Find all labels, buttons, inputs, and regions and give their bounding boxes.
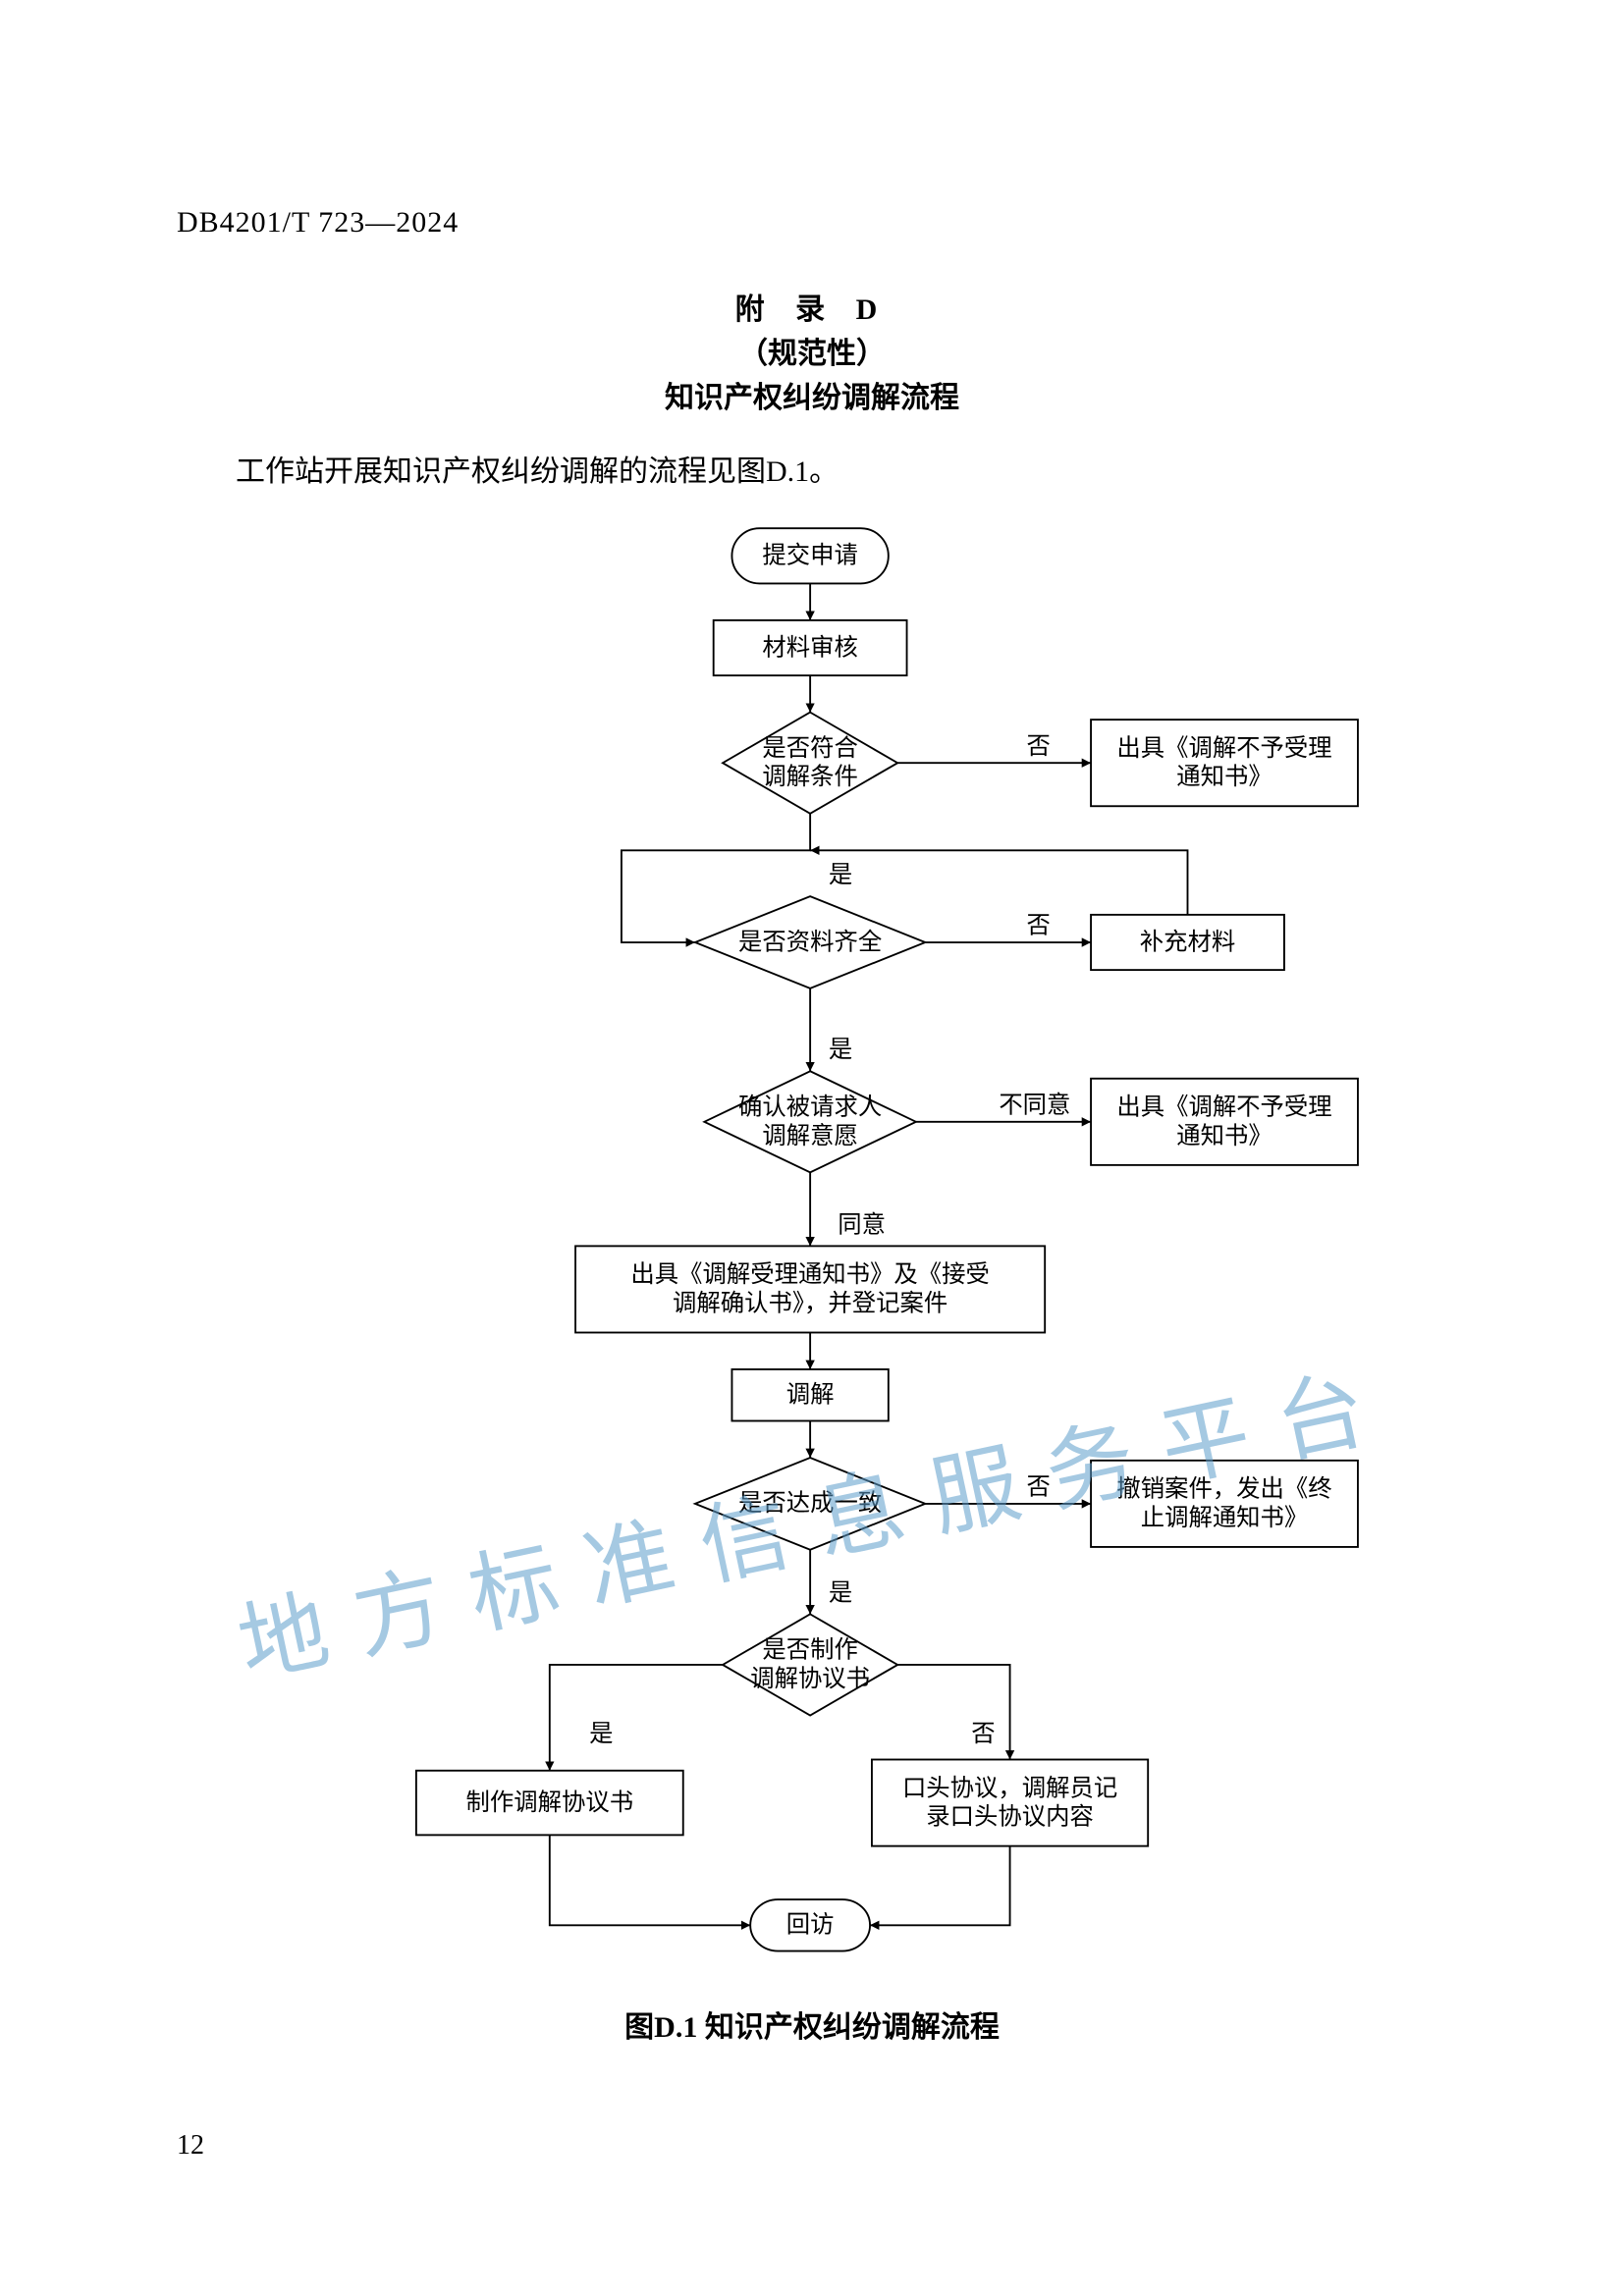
node-label: 确认被请求人 [738,1095,882,1121]
node-shape [723,1614,897,1715]
edge-label: 是 [829,862,852,888]
node-label: 是否资料齐全 [738,929,882,955]
node-label: 调解确认书》，并登记案件 [673,1290,947,1316]
node-label: 提交申请 [762,543,857,569]
figure-caption: 图D.1 知识产权纠纷调解流程 [0,2002,1624,2046]
flow-edge [550,1835,750,1925]
node-label: 调解意愿 [762,1123,857,1149]
flowchart: 否是否是不同意同意否是是否 提交申请材料审核是否符合调解条件出具《调解不予受理通… [0,501,1624,1973]
page-number: 12 [177,2130,204,2162]
flow-edge [810,850,1187,915]
node-label: 止调解通知书》 [1141,1505,1309,1531]
node-label: 口头协议，调解员记 [902,1775,1117,1801]
node-label: 是否达成一致 [738,1490,882,1517]
node-label: 调解协议书 [750,1666,870,1692]
node-label: 制作调解协议书 [466,1789,634,1816]
node-label: 补充材料 [1140,929,1235,955]
flow-nodes: 提交申请材料审核是否符合调解条件出具《调解不予受理通知书》是否资料齐全补充材料确… [416,528,1358,1950]
flow-node-n10: 调解 [731,1369,888,1421]
flow-node-n15: 口头协议，调解员记录口头协议内容 [872,1760,1148,1846]
flow-node-n6: 补充材料 [1091,915,1284,970]
flow-node-n11: 是否达成一致 [695,1458,925,1550]
node-shape [704,1071,916,1172]
edge-label: 否 [1026,913,1050,939]
appendix-label: 附 录 D [0,285,1624,328]
node-label: 是否制作 [762,1637,857,1664]
node-shape [723,713,897,814]
edge-label: 不同意 [999,1092,1070,1118]
flow-node-n7: 确认被请求人调解意愿 [704,1071,916,1172]
node-label: 材料审核 [762,634,857,661]
node-label: 调解条件 [762,764,857,790]
flow-edge [870,1846,1010,1926]
appendix-title: 知识产权纠纷调解流程 [0,373,1624,416]
node-shape [1091,1461,1358,1547]
flow-node-n13: 是否制作调解协议书 [723,1614,897,1715]
node-shape [1091,1079,1358,1165]
edge-label: 是 [589,1721,613,1747]
node-label: 撤销案件，发出《终 [1116,1476,1331,1503]
node-shape [1091,720,1358,806]
flow-node-n3: 是否符合调解条件 [723,713,897,814]
node-label: 出具《调解不予受理 [1116,735,1331,762]
flow-edge [550,1665,723,1771]
node-label: 出具《调解受理通知书》及《接受 [630,1261,989,1288]
flow-node-n4: 出具《调解不予受理通知书》 [1091,720,1358,806]
node-shape [575,1246,1045,1332]
flow-node-n12: 撤销案件，发出《终止调解通知书》 [1091,1461,1358,1547]
flow-node-n8: 出具《调解不予受理通知书》 [1091,1079,1358,1165]
flow-node-n5: 是否资料齐全 [695,896,925,988]
appendix-type: （规范性） [0,329,1624,372]
flow-node-n9: 出具《调解受理通知书》及《接受调解确认书》，并登记案件 [575,1246,1045,1332]
edge-label: 否 [971,1721,995,1747]
node-label: 录口头协议内容 [926,1804,1094,1831]
flow-node-n1: 提交申请 [731,528,888,583]
node-shape [872,1760,1148,1846]
edge-label: 是 [829,1579,852,1606]
node-label: 回访 [786,1912,835,1939]
node-label: 出具《调解不予受理 [1116,1095,1331,1121]
standard-code: DB4201/T 723—2024 [177,206,459,240]
edge-label: 否 [1026,733,1050,760]
flow-node-n16: 回访 [750,1899,870,1951]
node-label: 通知书》 [1176,1123,1272,1149]
flow-node-n2: 材料审核 [714,620,907,675]
node-label: 调解 [786,1382,835,1409]
edge-label: 是 [829,1037,852,1063]
intro-text: 工作站开展知识产权纠纷调解的流程见图D.1。 [236,447,839,490]
flow-node-n14: 制作调解协议书 [416,1771,683,1836]
node-label: 通知书》 [1176,764,1272,790]
document-page: DB4201/T 723—2024 附 录 D （规范性） 知识产权纠纷调解流程… [0,0,1624,2296]
edge-label: 否 [1026,1474,1050,1501]
node-label: 是否符合 [762,735,857,762]
edge-label: 同意 [838,1211,886,1238]
